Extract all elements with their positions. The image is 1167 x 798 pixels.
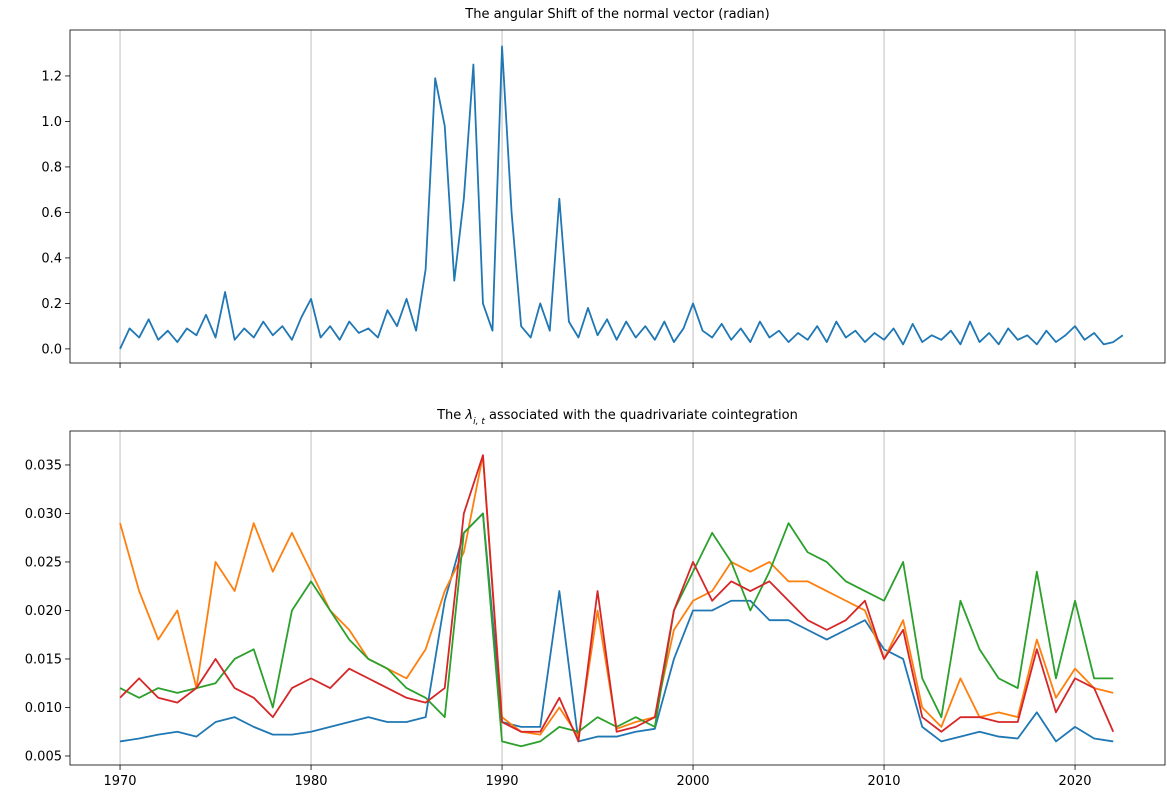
y-tick-label: 1.2 [41, 69, 62, 84]
y-tick-label: 0.8 [41, 160, 62, 175]
y-tick-label: 0.030 [25, 507, 62, 522]
axes-frame [69, 29, 1166, 364]
title-part: associated with the quadrivariate cointe… [485, 408, 798, 423]
title-part: The [436, 408, 465, 423]
y-tick-label: 0.2 [41, 297, 62, 312]
y-tick-label: 0.015 [25, 652, 62, 667]
data-line [119, 454, 1115, 743]
y-tick-label: 0.025 [25, 555, 62, 570]
x-tick-label: 2000 [676, 774, 709, 789]
axes-frame [69, 430, 1166, 766]
x-tick-label: 1970 [103, 774, 136, 789]
y-tick-label: 0.020 [25, 604, 62, 619]
x-tick-label: 2010 [867, 774, 900, 789]
x-tick-label: 2020 [1058, 774, 1091, 789]
y-tick-label: 0.4 [41, 251, 62, 266]
data-line [119, 45, 1124, 350]
y-tick-label: 0.0 [41, 342, 62, 357]
y-tick-label: 1.0 [41, 115, 62, 130]
y-tick-label: 0.035 [25, 458, 62, 473]
data-line [119, 512, 1114, 748]
y-tick-label: 0.010 [25, 701, 62, 716]
data-line [119, 512, 1114, 743]
y-tick-label: 0.005 [25, 749, 62, 764]
y-tick-label: 0.6 [41, 206, 62, 221]
title-part: λ [464, 408, 473, 423]
x-tick-label: 1980 [294, 774, 327, 789]
x-tick-label: 1990 [485, 774, 518, 789]
title-part: i, t [473, 417, 485, 427]
chart-title: The angular Shift of the normal vector (… [464, 7, 769, 22]
chart-title: The λi, t associated with the quadrivari… [436, 408, 798, 427]
